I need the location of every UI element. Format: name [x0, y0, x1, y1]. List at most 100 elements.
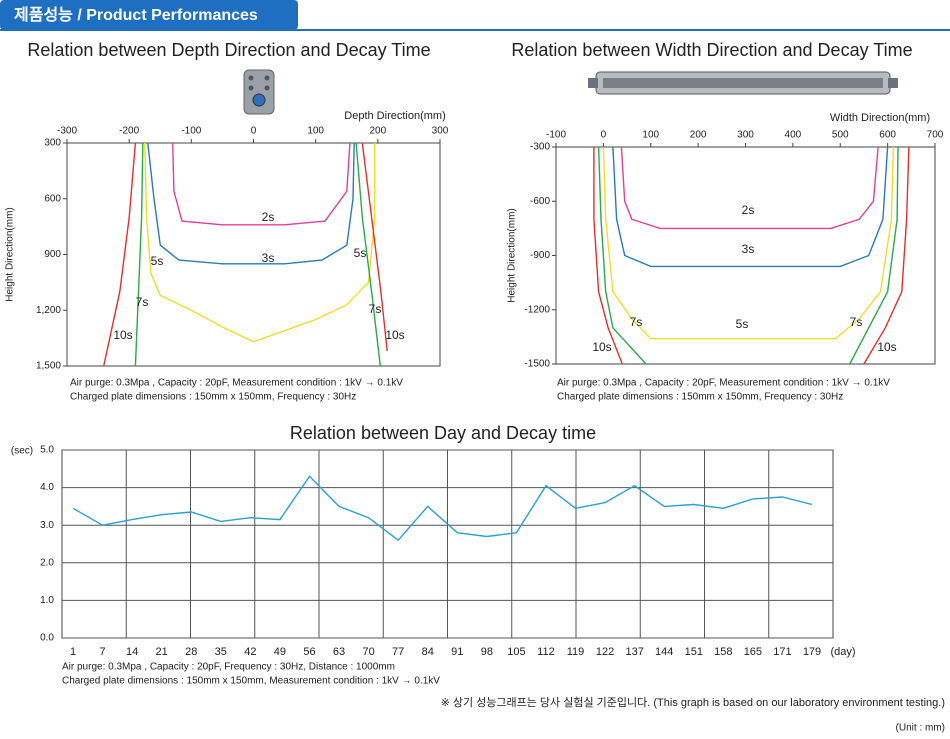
curve-label: 7s — [369, 302, 382, 316]
x-tick-label: 56 — [303, 646, 315, 658]
x-tick-label: 600 — [879, 130, 896, 141]
x-tick-label: 158 — [714, 646, 732, 658]
y-tick-label: 1,200 — [36, 305, 61, 316]
contour-line — [103, 142, 388, 367]
contour-line — [144, 142, 376, 343]
footnote: ※ 상기 성능그래프는 당사 실험실 기준입니다. (This graph is… — [441, 696, 945, 709]
y-tick-label: 5.0 — [40, 445, 54, 456]
x-tick-label: 42 — [244, 646, 256, 658]
x-tick-label: 28 — [185, 646, 197, 658]
curve-label: 2s — [262, 210, 275, 224]
x-tick-label: 300 — [432, 126, 449, 137]
y-tick-label: 0.0 — [40, 633, 54, 644]
y-axis-label: Height Direction(mm) — [507, 208, 518, 302]
x-tick-label: 35 — [215, 646, 227, 658]
x-tick-label: 100 — [307, 126, 324, 137]
contour-line — [602, 146, 894, 340]
x-tick-label: 112 — [537, 646, 555, 658]
x-tick-label: 400 — [785, 130, 802, 141]
x-tick-label: 119 — [567, 646, 585, 658]
x-tick-label: -100 — [546, 130, 566, 141]
width-device-icon — [588, 71, 898, 95]
x-tick-label: -200 — [119, 126, 139, 137]
curve-label: 5s — [354, 246, 367, 260]
header-tab — [0, 0, 298, 30]
y-tick-label: 900 — [44, 249, 61, 260]
curve-label: 3s — [262, 251, 275, 265]
x-tick-label: 105 — [507, 646, 525, 658]
y-tick-label: 4.0 — [40, 482, 54, 493]
contour-line — [597, 146, 899, 365]
x-tick-label: 91 — [451, 646, 463, 658]
decay-line — [72, 475, 813, 542]
y-axis-label: (sec) — [11, 446, 33, 457]
note: Air purge: 0.3Mpa , Capacity : 20pF, Mea… — [557, 378, 890, 389]
curve-label: 7s — [850, 315, 863, 329]
x-tick-label: 21 — [156, 646, 168, 658]
y-tick-label: 3.0 — [40, 520, 54, 531]
x-tick-label: 100 — [642, 130, 659, 141]
contour-line — [172, 142, 351, 226]
curve-label: 5s — [151, 254, 164, 268]
curve-label: 10s — [113, 328, 132, 342]
x-tick-label: 200 — [369, 126, 386, 137]
y-tick-label: -900 — [530, 250, 550, 261]
y-tick-label: 300 — [44, 138, 61, 149]
note: Air purge: 0.3Mpa , Capacity : 20pF, Fre… — [62, 662, 395, 673]
y-tick-label: 600 — [44, 193, 61, 204]
x-tick-label: 14 — [126, 646, 138, 658]
curve-label: 7s — [630, 315, 643, 329]
x-tick-label: 500 — [832, 130, 849, 141]
x-axis-label: Depth Direction(mm) — [344, 110, 445, 122]
contour-line — [593, 146, 910, 365]
curve-label: 5s — [736, 317, 749, 331]
x-tick-label: 179 — [803, 646, 821, 658]
y-tick-label: -300 — [530, 142, 550, 153]
x-tick-label: 84 — [422, 646, 434, 658]
contour-line — [134, 142, 381, 367]
curve-label: 7s — [136, 295, 149, 309]
y-tick-label: 1.0 — [40, 595, 54, 606]
x-tick-label: 122 — [596, 646, 614, 658]
y-tick-label: 1,500 — [36, 361, 61, 372]
contour-line — [620, 146, 879, 230]
x-tick-label: -300 — [57, 126, 77, 137]
unit-note: (Unit : mm) — [896, 723, 945, 734]
chart-title: Relation between Day and Decay time — [290, 423, 596, 443]
y-tick-label: -1500 — [524, 359, 550, 370]
note: Charged plate dimensions : 150mm x 150mm… — [557, 392, 843, 403]
curve-label: 3s — [742, 242, 755, 256]
x-tick-label: -100 — [181, 126, 201, 137]
x-tick-label: 1 — [70, 646, 76, 658]
x-tick-label: 63 — [333, 646, 345, 658]
x-tick-label: 0 — [601, 130, 607, 141]
x-tick-label: 200 — [690, 130, 707, 141]
x-tick-label: 98 — [481, 646, 493, 658]
x-tick-label: 0 — [251, 126, 257, 137]
chart-title: Relation between Width Direction and Dec… — [511, 40, 912, 60]
header-title: 제품성능 / Product Performances — [14, 6, 258, 24]
x-tick-label: 137 — [625, 646, 643, 658]
curve-label: 10s — [385, 328, 404, 342]
depth-device-icon — [243, 69, 275, 115]
curve-label: 2s — [742, 203, 755, 217]
note: Charged plate dimensions : 150mm x 150mm… — [70, 392, 356, 403]
contour-line — [147, 142, 355, 265]
y-axis-label: Height Direction(mm) — [5, 207, 16, 301]
x-axis-label: (day) — [830, 646, 855, 658]
x-tick-label: 165 — [744, 646, 762, 658]
x-tick-label: 171 — [773, 646, 791, 658]
y-tick-label: -600 — [530, 196, 550, 207]
note: Air purge: 0.3Mpa , Capacity : 20pF, Mea… — [70, 378, 403, 389]
x-tick-label: 70 — [362, 646, 374, 658]
x-tick-label: 151 — [685, 646, 703, 658]
x-tick-label: 7 — [99, 646, 105, 658]
contour-line — [612, 146, 889, 268]
x-axis-label: Width Direction(mm) — [830, 112, 930, 124]
x-tick-label: 144 — [655, 646, 673, 658]
x-tick-label: 77 — [392, 646, 404, 658]
x-tick-label: 49 — [274, 646, 286, 658]
y-tick-label: 2.0 — [40, 557, 54, 568]
